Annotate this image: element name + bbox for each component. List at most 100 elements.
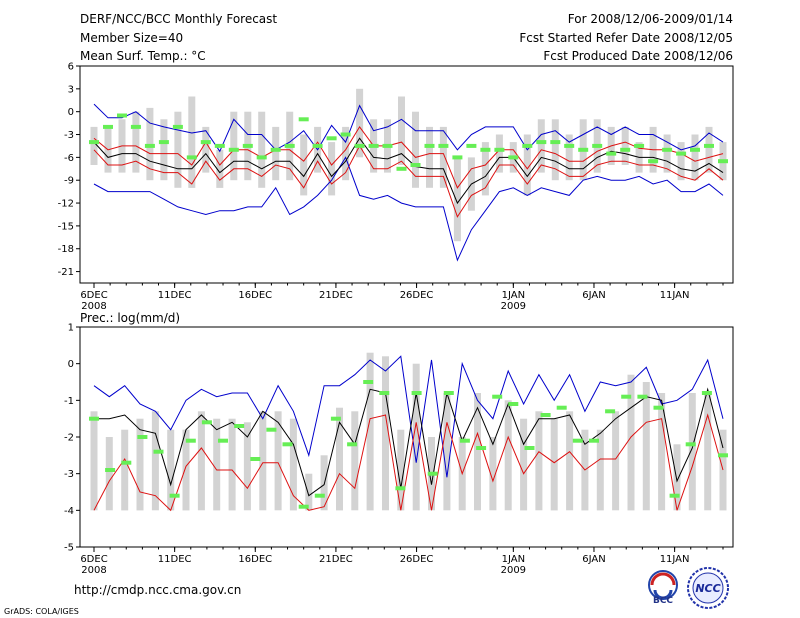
ensemble-range-bar <box>342 126 350 181</box>
forecast-marker <box>218 438 228 443</box>
forecast-marker <box>169 493 180 498</box>
forecast-marker <box>172 124 183 129</box>
red-lower-line <box>93 413 724 512</box>
forecast-marker <box>718 159 728 164</box>
ensemble-range-bar <box>596 429 604 511</box>
ensemble-range-bar <box>216 149 224 188</box>
forecast-marker <box>550 140 561 145</box>
forecast-marker <box>284 143 295 148</box>
mean-line <box>94 387 724 497</box>
x-tick-label: 11JAN <box>660 290 690 301</box>
ensemble-range-bar <box>274 411 282 511</box>
forecast-marker <box>427 471 438 476</box>
forecast-marker <box>492 394 503 399</box>
ensemble-range-bar <box>481 142 489 196</box>
forecast-marker <box>298 117 309 122</box>
forecast-marker <box>466 143 477 148</box>
y-tick-label: 0 <box>68 359 74 370</box>
forecast-marker <box>443 391 454 395</box>
forecast-marker <box>494 147 505 152</box>
grads-credit: GrADS: COLA/IGES <box>4 607 79 616</box>
ensemble-range-bar <box>627 374 635 511</box>
ensemble-range-bar <box>258 111 266 188</box>
y-tick-label: -15 <box>58 221 74 232</box>
ensemble-range-bar <box>474 393 481 511</box>
forecast-marker <box>572 438 583 443</box>
bcc-logo: BCC <box>648 570 678 606</box>
ensemble-range-bar <box>90 411 98 511</box>
forecast-marker <box>718 453 728 458</box>
forecast-marker <box>368 143 379 148</box>
forecast-marker <box>410 163 421 167</box>
ensemble-range-bar <box>197 411 205 511</box>
x-year-label: 2009 <box>501 301 526 312</box>
ensemble-range-bar <box>366 352 374 511</box>
forecast-marker <box>556 405 567 410</box>
forecast-marker <box>411 391 422 395</box>
forecast-marker <box>605 409 616 414</box>
y-tick-label: 1 <box>68 323 74 334</box>
ncc-logo-text: NCC <box>695 582 720 595</box>
y-tick-label: -9 <box>64 176 74 187</box>
forecast-marker <box>536 140 547 145</box>
forecast-marker <box>103 124 113 129</box>
forecast-marker <box>480 147 491 152</box>
ensemble-range-bar <box>272 126 280 181</box>
forecast-marker <box>476 446 487 450</box>
x-tick-label: 1JAN <box>502 554 525 565</box>
x-tick-label: 16DEC <box>238 554 272 565</box>
forecast-marker <box>144 143 155 148</box>
ensemble-range-bar <box>704 393 712 511</box>
plot-border <box>79 65 734 284</box>
ensemble-range-bar <box>565 134 573 181</box>
blue-upper-line <box>93 103 724 153</box>
forecast-marker <box>266 427 277 432</box>
forecast-marker <box>89 140 99 145</box>
ensemble-range-bar <box>551 119 559 181</box>
ensemble-range-bar <box>328 142 336 196</box>
ensemble-range-bar <box>439 126 447 188</box>
forecast-marker <box>228 147 239 152</box>
ensemble-range-bar <box>90 126 98 165</box>
blue-lower-line <box>93 156 724 262</box>
ensemble-range-bar <box>289 418 297 511</box>
forecast-marker <box>314 493 325 498</box>
y-tick-label: -3 <box>64 130 74 141</box>
mean-line <box>93 137 724 205</box>
ensemble-range-bar <box>535 411 543 511</box>
forecast-marker <box>606 151 617 156</box>
ensemble-range-bar <box>202 126 210 173</box>
ensemble-range-bar <box>174 111 182 188</box>
x-year-label: 2008 <box>81 565 106 576</box>
ensemble-range-bar <box>167 429 175 511</box>
forecast-marker <box>153 449 164 454</box>
x-year-label: 2009 <box>501 565 526 576</box>
x-tick-label: 6JAN <box>582 290 605 301</box>
forecast-marker <box>685 442 696 447</box>
ensemble-range-bar <box>612 411 620 511</box>
ensemble-range-bar <box>443 393 451 511</box>
forecast-marker <box>137 435 148 439</box>
forecast-marker <box>326 136 337 141</box>
forecast-marker <box>701 391 712 395</box>
ensemble-range-bar <box>688 393 696 511</box>
forecast-marker <box>282 442 293 447</box>
ensemble-range-bar <box>523 134 531 196</box>
source-url: http://cmdp.ncc.cma.gov.cn <box>74 583 241 597</box>
forecast-marker <box>669 493 680 498</box>
forecast-marker <box>185 438 196 443</box>
ensemble-range-bar <box>188 96 196 188</box>
red-upper-line <box>93 126 724 189</box>
forecast-marker <box>130 124 141 129</box>
ensemble-range-bar <box>121 429 129 511</box>
y-tick-label: -2 <box>64 433 74 444</box>
ensemble-range-bar <box>412 111 419 188</box>
forecast-marker <box>589 438 599 443</box>
forecast-marker <box>105 468 116 472</box>
forecast-marker <box>396 166 407 171</box>
forecast-marker <box>621 394 632 399</box>
period-label: For 2008/12/06-2009/01/14 <box>568 12 733 26</box>
forecast-marker <box>704 143 714 148</box>
forecast-marker <box>424 143 435 148</box>
